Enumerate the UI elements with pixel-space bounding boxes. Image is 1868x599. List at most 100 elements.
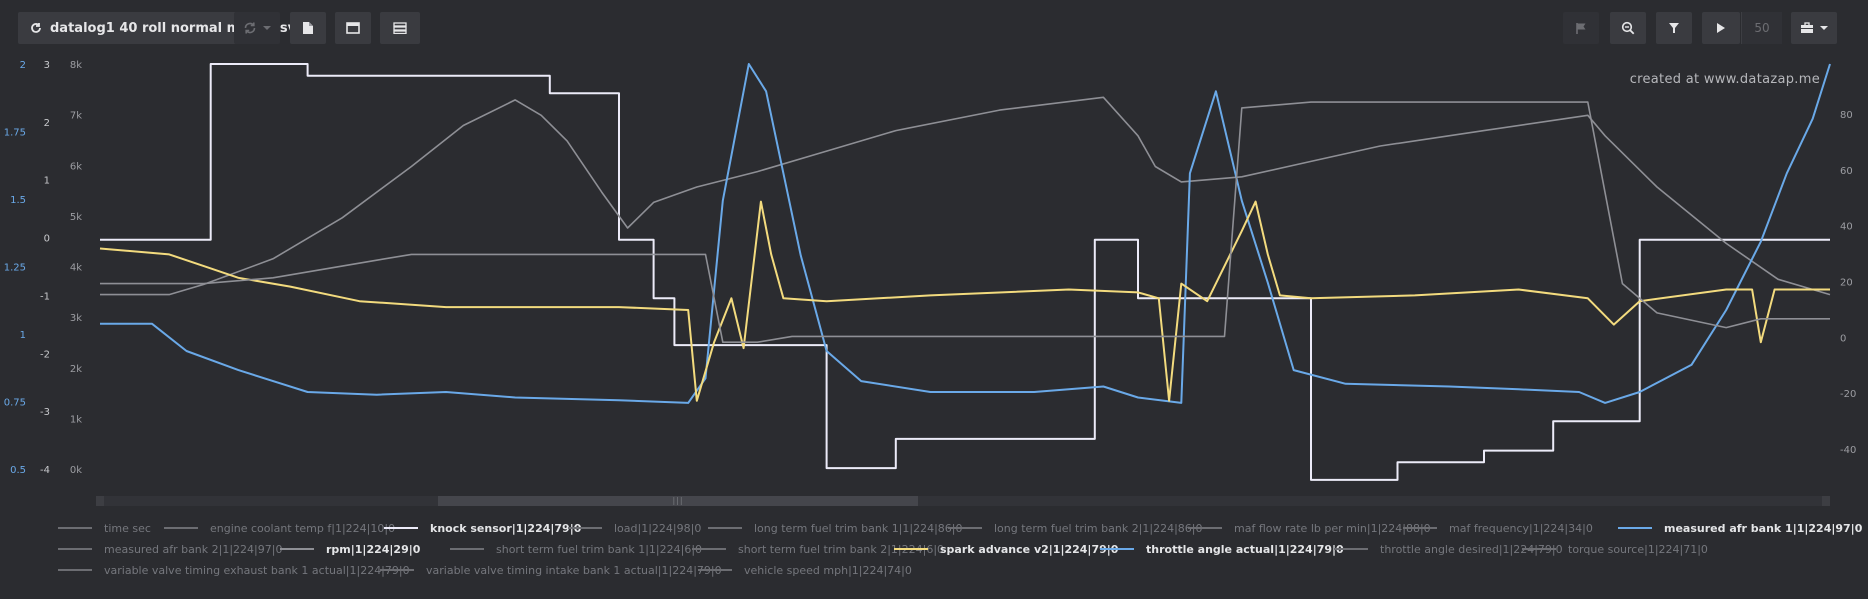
legend-swatch (1618, 527, 1652, 529)
legend-swatch (568, 527, 602, 529)
legend-label: load|1|224|98|0 (614, 521, 702, 535)
legend-item[interactable]: long term fuel trim bank 2|1|224|86|0 (948, 521, 1203, 535)
sync-button[interactable] (234, 12, 280, 44)
legend-label: maf flow rate lb per min|1|224|88|0 (1234, 521, 1431, 535)
axis-tick-label: 3 (44, 60, 50, 71)
legend-label: spark advance v2|1|224|79|0 (940, 542, 1119, 556)
axis-tick-label: -4 (40, 465, 50, 476)
axis-tick-label: 5k (70, 212, 82, 223)
scroll-thumb[interactable]: ||| (438, 496, 918, 506)
axis-tick-label: 0k (70, 465, 82, 476)
axis-tick-label: 2 (44, 118, 50, 129)
play-button[interactable] (1702, 12, 1740, 44)
axis-tick-label: 1.5 (10, 195, 26, 206)
watermark: created at www.datazap.me (1629, 72, 1820, 87)
scroll-right-handle[interactable] (1822, 496, 1830, 506)
legend-item[interactable]: maf frequency|1|224|34|0 (1403, 521, 1593, 535)
flag-icon (1575, 22, 1587, 35)
legend-label: throttle angle desired|1|224|79|0 (1380, 542, 1563, 556)
briefcase-icon (1800, 22, 1814, 34)
chart-scrollbar[interactable]: ||| (96, 496, 1830, 506)
single-panel-icon (346, 22, 360, 34)
legend-swatch (58, 527, 92, 529)
zoom-icon (1621, 21, 1635, 35)
legend-label: torque source|1|224|71|0 (1568, 542, 1708, 556)
legend-label: knock sensor|1|224|79|0 (430, 521, 582, 535)
multi-panel-button[interactable] (380, 12, 420, 44)
legend-item[interactable]: measured afr bank 2|1|224|97|0 (58, 542, 282, 556)
legend-swatch (384, 527, 418, 529)
legend-label: maf frequency|1|224|34|0 (1449, 521, 1593, 535)
series-line (100, 96, 1831, 296)
legend-label: long term fuel trim bank 2|1|224|86|0 (994, 521, 1203, 535)
legend-label: variable valve timing exhaust bank 1 act… (104, 563, 410, 577)
multi-panel-icon (393, 22, 407, 34)
legend-label: measured afr bank 2|1|224|97|0 (104, 542, 283, 556)
scroll-left-handle[interactable] (96, 496, 104, 506)
legend-item[interactable]: short term fuel trim bank 2|1|224|6|0 (692, 542, 944, 556)
legend-label: vehicle speed mph|1|224|74|0 (744, 563, 912, 577)
axis-tick-label: 60 (1840, 166, 1853, 177)
legend-item[interactable]: variable valve timing exhaust bank 1 act… (58, 563, 410, 577)
legend-swatch (1403, 527, 1437, 529)
grip-icon: ||| (672, 496, 684, 505)
axis-tick-label: 1 (44, 176, 50, 187)
legend-swatch (1522, 548, 1556, 550)
legend-swatch (380, 569, 414, 571)
legend-item[interactable]: throttle angle desired|1|224|79|0 (1334, 542, 1563, 556)
legend-item[interactable]: maf flow rate lb per min|1|224|88|0 (1188, 521, 1431, 535)
series-line (99, 200, 1830, 402)
legend-swatch (1334, 548, 1368, 550)
legend-swatch (58, 569, 92, 571)
legend-label: engine coolant temp f|1|224|10|0 (210, 521, 396, 535)
legend-item[interactable]: load|1|224|98|0 (568, 521, 701, 535)
legend-item[interactable]: variable valve timing intake bank 1 actu… (380, 563, 722, 577)
legend-item[interactable]: long term fuel trim bank 1|1|224|86|0 (708, 521, 963, 535)
legend-item[interactable]: torque source|1|224|71|0 (1522, 542, 1708, 556)
chart-area: 2 1.75 1.5 1.25 1 0.75 0.5 3 2 1 0 -1 -2 -3 -4 8k 7k 6k 5k… (4, 60, 1856, 481)
legend-item[interactable]: measured afr bank 1|1|224|97|0 (1618, 521, 1862, 535)
axis-tick-label: 80 (1840, 110, 1853, 121)
play-icon (1716, 22, 1726, 34)
single-panel-button[interactable] (335, 12, 371, 44)
axis-tick-label: 1.25 (4, 263, 26, 274)
axis-tick-label: 40 (1840, 222, 1853, 233)
legend-swatch (708, 527, 742, 529)
legend-label: measured afr bank 1|1|224|97|0 (1664, 521, 1863, 535)
file-button[interactable]: datalog1 40 roll normal mode.csv (18, 12, 296, 44)
axis-tick-label: 6k (70, 161, 82, 172)
legend-swatch (1100, 548, 1134, 550)
series-line (100, 101, 1830, 344)
series-line (100, 63, 1830, 481)
legend-item[interactable]: short term fuel trim bank 1|1|224|6|0 (450, 542, 702, 556)
legend-swatch (692, 548, 726, 550)
chevron-down-icon (263, 26, 271, 30)
legend-swatch (894, 548, 928, 550)
legend-item[interactable]: time sec (58, 521, 151, 535)
series-line (100, 63, 1831, 404)
legend-item[interactable]: rpm|1|224|29|0 (280, 542, 420, 556)
filter-button[interactable] (1656, 12, 1692, 44)
chevron-down-icon (1820, 26, 1828, 30)
legend-item[interactable]: knock sensor|1|224|79|0 (384, 521, 581, 535)
document-icon (302, 21, 314, 35)
axis-tick-label: 3k (70, 313, 82, 324)
briefcase-button[interactable] (1791, 12, 1837, 44)
legend-item[interactable]: vehicle speed mph|1|224|74|0 (698, 563, 912, 577)
flag-button[interactable] (1563, 12, 1599, 44)
zoom-button[interactable] (1610, 12, 1646, 44)
legend-item[interactable]: throttle angle actual|1|224|79|0 (1100, 542, 1344, 556)
legend-label: long term fuel trim bank 1|1|224|86|0 (754, 521, 963, 535)
legend-swatch (280, 548, 314, 550)
legend-item[interactable]: engine coolant temp f|1|224|10|0 (164, 521, 395, 535)
playback-step-input[interactable]: 50 (1741, 12, 1782, 44)
axis-tick-label: 1 (20, 330, 26, 341)
axis-tick-label: 1k (70, 414, 82, 425)
document-button[interactable] (290, 12, 326, 44)
axis-tick-label: -2 (40, 349, 50, 360)
axis-tick-label: -3 (40, 407, 50, 418)
axis-tick-label: 0 (1840, 333, 1846, 344)
legend-item[interactable]: spark advance v2|1|224|79|0 (894, 542, 1118, 556)
refresh-icon (30, 22, 42, 34)
legend-label: variable valve timing intake bank 1 actu… (426, 563, 722, 577)
